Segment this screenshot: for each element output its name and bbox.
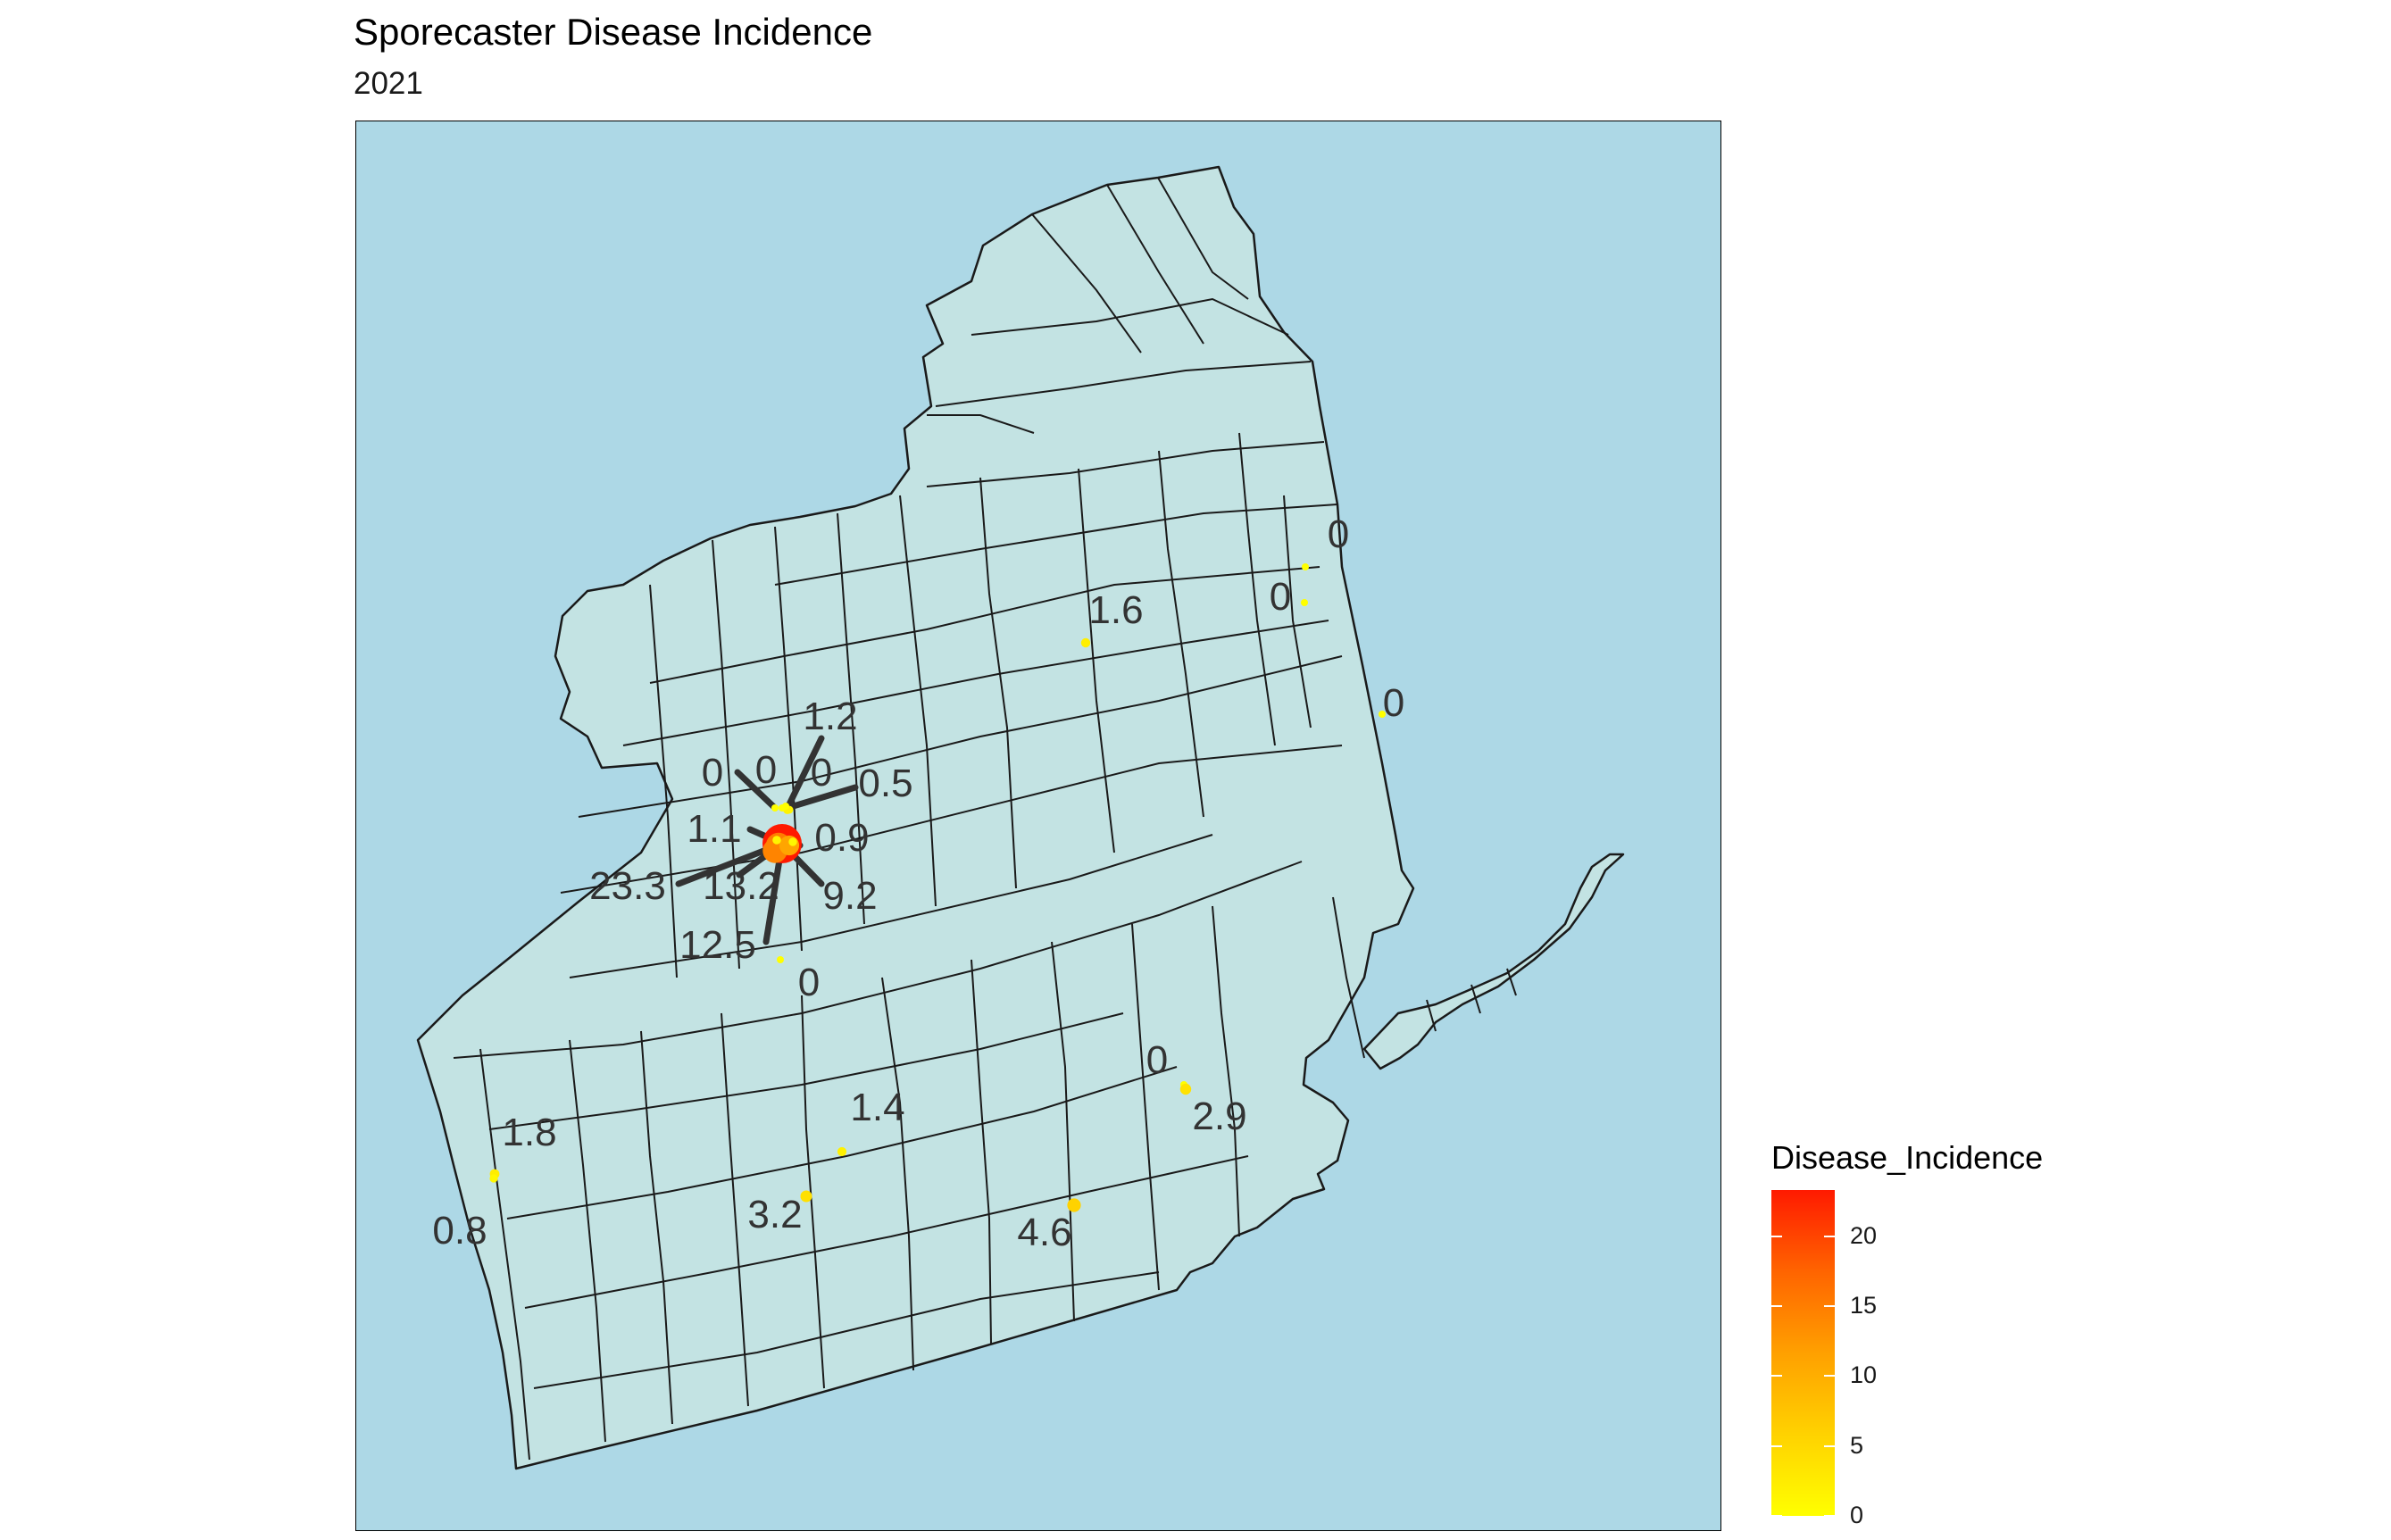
site-value-label: 0.8 [432,1209,487,1253]
site-value-label: 0.9 [814,816,869,860]
legend-tick-mark [1824,1305,1835,1308]
legend-tick-label: 0 [1850,1502,1864,1528]
site-value-label: 1.2 [803,695,857,738]
legend-tick-mark [1771,1375,1782,1378]
leader-line [784,784,859,812]
site-point [1301,599,1308,606]
site-value-label: 0 [1146,1038,1168,1082]
site-point [777,956,784,963]
site-value-label: 1.8 [502,1111,556,1154]
site-point [1302,563,1309,570]
site-point [489,1174,498,1183]
legend-tick-label: 15 [1850,1292,1878,1319]
site-value-label: 4.6 [1017,1211,1071,1254]
site-value-label: 0 [702,751,723,795]
legend-tick-mark [1824,1515,1835,1517]
site-value-label: 0 [755,748,777,792]
legend-tick-label: 10 [1850,1361,1878,1389]
long-island-outline [1362,853,1625,1070]
legend-tick-label: 20 [1850,1221,1878,1249]
legend-tick-label: 5 [1850,1431,1864,1459]
site-point [779,835,800,856]
site-value-label: 23.3 [589,864,666,908]
site-labels: 23.3 13.212.59.21.1 0.90.51.20 0 001.600002.… [432,512,1404,1254]
legend-title: Disease_Incidence [1771,1139,2044,1176]
site-value-label: 9.2 [822,874,877,918]
legend-tick-mark [1771,1444,1782,1447]
site-value-label: 0 [798,961,820,1004]
mainland-outline [416,165,1415,1470]
map-panel: 23.3 13.212.59.21.1 0.90.51.20 0 001.600002.… [355,121,1721,1531]
legend-tick-mark [1771,1515,1782,1517]
site-point [1067,1198,1081,1212]
site-points [489,563,1386,1212]
site-value-label: 1.6 [1088,588,1143,632]
state-landmass [416,165,1625,1470]
site-value-label: 0 [1383,681,1404,725]
leader-line [734,769,779,812]
map-title: Sporecaster Disease Incidence [354,11,873,53]
site-point [772,836,781,845]
site-value-label: 13.2 [703,864,779,908]
site-value-label: 0.5 [858,762,912,805]
site-point [771,804,779,812]
county-borders [453,177,1517,1461]
site-point [1179,1083,1192,1095]
map-subtitle: 2021 [354,66,423,101]
site-point [837,1146,847,1157]
site-point [800,1190,812,1203]
site-value-label: 3.2 [747,1193,802,1236]
legend-tick-mark [1824,1375,1835,1378]
site-value-label: 1.4 [850,1086,904,1129]
site-point [1379,711,1386,718]
site-value-label: 12.5 [679,923,756,967]
site-value-label: 0 [1328,512,1349,556]
label-leader-lines [675,735,859,945]
site-value-label: 2.9 [1192,1095,1246,1138]
site-point [1080,637,1091,648]
site-value-label: 0 [1270,575,1291,619]
site-point [788,837,797,846]
site-value-label: 0 [811,751,832,795]
leader-line [784,735,825,812]
site-value-label: 1.1 [687,807,741,851]
legend-tick-mark [1771,1235,1782,1237]
site-point [782,803,789,810]
legend-tick-mark [1824,1444,1835,1447]
legend: Disease_Incidence 0 5 10 15 20 [1771,1139,2146,1532]
legend-tick-mark [1824,1235,1835,1237]
legend-colorbar [1771,1190,1835,1516]
legend-tick-mark [1771,1305,1782,1308]
